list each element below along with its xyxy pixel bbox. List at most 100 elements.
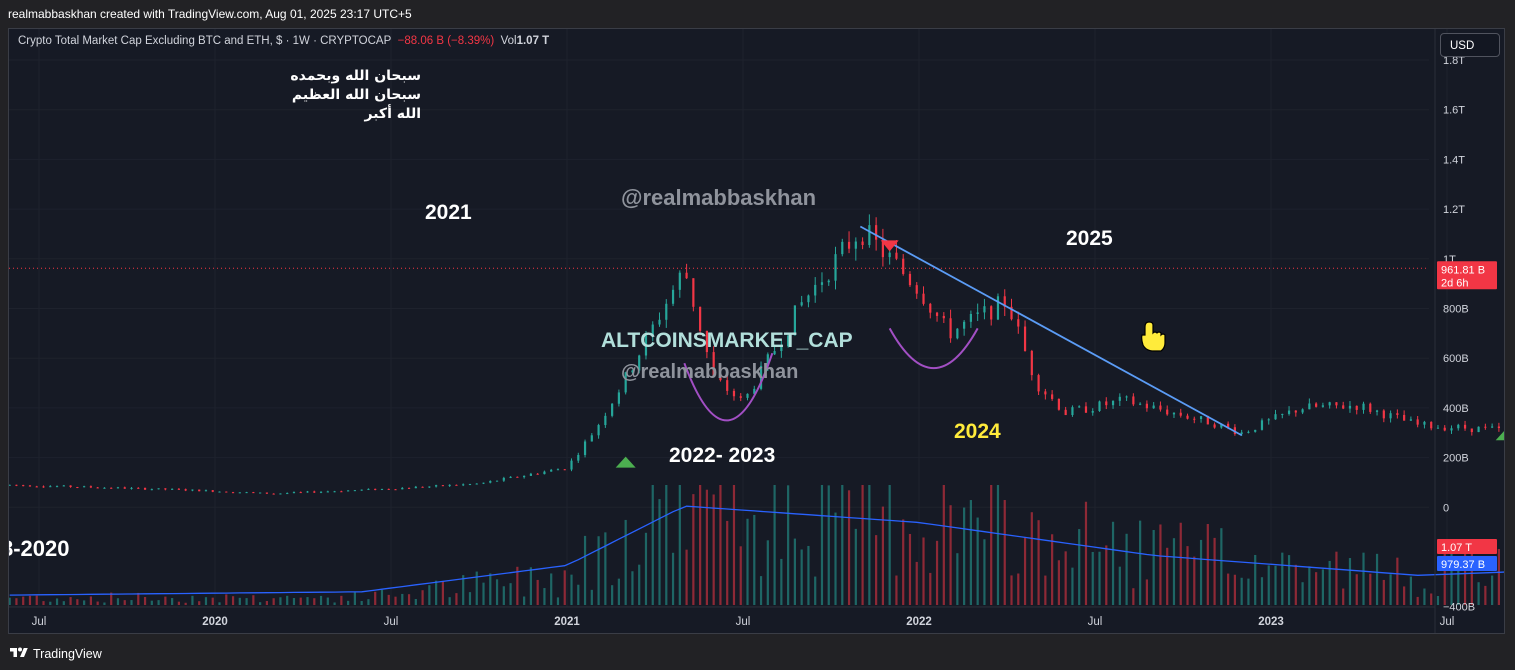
candle-body (875, 225, 878, 240)
volume-bar (902, 519, 905, 605)
candle-body (1125, 396, 1128, 398)
volume-bar (895, 575, 898, 605)
currency-button[interactable]: USD (1440, 33, 1500, 57)
candle-body (732, 390, 736, 397)
year-label-2020: 8-2020 (9, 536, 70, 561)
volume-ma-tag-text-0: 979.37 B (1441, 559, 1485, 571)
candle-body (1044, 391, 1047, 395)
candle-body (143, 487, 147, 490)
candle-body (1247, 431, 1250, 433)
time-tick-label: 2023 (1258, 616, 1284, 628)
volume-last-tag-bg (1437, 539, 1497, 554)
candle-body (719, 375, 722, 381)
volume-bar (76, 599, 79, 605)
candle-body (570, 460, 573, 470)
volume-bar (1037, 520, 1040, 605)
candle-body (1166, 409, 1169, 415)
candle-body (929, 303, 932, 313)
volume-bar (1220, 528, 1223, 605)
volume-bar (1145, 579, 1148, 605)
chart-frame[interactable]: @realmabbaskhan @realmabbaskhan ALTCOINSMA… (8, 28, 1505, 634)
candle-body (360, 489, 363, 491)
candle-body (1240, 432, 1243, 434)
candle-body (1416, 419, 1419, 425)
candle-body (1375, 410, 1379, 412)
candle-body (1328, 402, 1331, 406)
volume-bar (69, 597, 72, 605)
last-price-tag-bg (1437, 261, 1497, 290)
volume-bar (929, 572, 932, 605)
volume-bar (881, 506, 884, 605)
candle-body (177, 488, 180, 490)
candle-body (421, 486, 424, 488)
volume-bar (969, 500, 972, 605)
candle-body (759, 365, 763, 389)
volume-bar (536, 579, 539, 605)
year-label-2024: 2024 (954, 420, 1001, 443)
candle-body (1051, 394, 1054, 399)
candle-body (1118, 396, 1121, 401)
volume-bar (272, 598, 275, 605)
candle-body (35, 486, 38, 488)
chart-canvas[interactable]: @realmabbaskhan @realmabbaskhan ALTCOINSMA… (9, 29, 1505, 634)
volume-bar (800, 549, 803, 605)
candle-body (1491, 426, 1494, 428)
volume-bar (1355, 574, 1358, 605)
volume-bar (1260, 577, 1264, 605)
volume-bar (712, 494, 715, 605)
volume-bar (827, 485, 830, 605)
volume-bar (1396, 557, 1399, 605)
volume-bar (631, 571, 634, 605)
price-tick-label: 1T (1443, 254, 1456, 266)
candle-body (1389, 413, 1392, 419)
volume-bar (1227, 573, 1230, 605)
volume-bar (1166, 547, 1169, 605)
candle-body (1497, 426, 1500, 429)
volume-bar (1240, 577, 1243, 605)
volume-bar (604, 532, 607, 605)
candle-body (1348, 405, 1352, 409)
price-tick-label: −400B (1443, 602, 1475, 614)
candle-body (766, 354, 769, 366)
candle-body (1382, 410, 1385, 419)
volume-bar (1051, 534, 1054, 605)
candle-body (543, 471, 546, 475)
volume-bar (475, 571, 478, 605)
candle-body (49, 486, 52, 488)
volume-bar (1179, 522, 1182, 605)
year-label-2025: 2025 (1066, 227, 1113, 250)
volume-bar (658, 499, 661, 605)
volume-bar (462, 575, 465, 605)
volume-bar (143, 596, 147, 605)
volume-bar (915, 561, 918, 605)
candle-body (42, 486, 45, 488)
volume-bar (62, 601, 65, 605)
candle-body (692, 278, 695, 307)
volume-bar (103, 602, 106, 605)
candle-body (922, 293, 925, 304)
hand-pointer-icon (1141, 321, 1166, 352)
volume-bar (1477, 582, 1480, 605)
volume-bar (787, 485, 790, 605)
volume-bar (1213, 537, 1216, 605)
candle-body (956, 328, 959, 339)
candle-body (482, 482, 485, 484)
volume-bar (177, 601, 180, 605)
volume-bar (238, 597, 241, 605)
volume-bar (1071, 567, 1074, 605)
candle-body (1023, 326, 1027, 351)
volume-bar (204, 597, 208, 605)
volume-bar (611, 585, 614, 605)
volume-bar (130, 600, 133, 605)
volume-bar (1382, 579, 1385, 605)
volume-bar (89, 596, 92, 605)
candle-body (888, 252, 891, 258)
volume-value: 1.07 T (516, 35, 550, 47)
candle-body (1477, 426, 1480, 433)
candle-body (387, 488, 390, 490)
time-tick-label: Jul (1440, 616, 1455, 628)
volume-bar (1409, 576, 1412, 605)
volume-bar (705, 489, 708, 605)
volume-ma-line (9, 505, 1504, 596)
candle-body (780, 346, 783, 352)
